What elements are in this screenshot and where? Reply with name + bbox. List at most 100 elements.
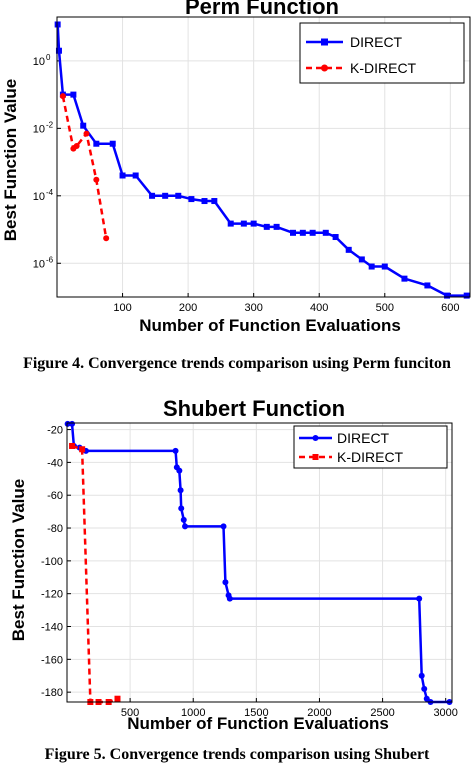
data-point [226, 595, 233, 602]
legend-box [299, 22, 465, 84]
x-tick-label: 2000 [307, 707, 331, 719]
data-point [162, 192, 169, 199]
y-tick-exponent: -6 [46, 255, 54, 264]
data-point [418, 672, 425, 679]
data-point [322, 229, 329, 236]
y-tick-label: 10 [33, 258, 45, 270]
legend-marker-kdirect [321, 64, 328, 72]
legend: DIRECT K-DIRECT [293, 425, 448, 469]
data-point [273, 223, 280, 230]
data-point [93, 176, 100, 183]
y-tick-label: 10 [33, 191, 45, 203]
x-tick-label: 600 [441, 302, 459, 314]
shubert-function-chart: Shubert Function -20 -40 -60 -80 -100 -120 -14… [9, 396, 458, 733]
x-tick-label: 500 [121, 707, 139, 719]
x-axis-label: Number of Function Evaluations [127, 714, 389, 733]
data-point [290, 229, 296, 236]
legend-box [293, 425, 448, 469]
data-point [175, 192, 182, 199]
data-point [182, 523, 189, 530]
x-tick-label: 500 [376, 302, 394, 314]
y-tick-label: -120 [41, 589, 63, 601]
x-tick-label: 300 [244, 302, 262, 314]
data-point [211, 198, 218, 205]
legend-label-kdirect: K-DIRECT [337, 449, 404, 465]
x-tick-label: 3000 [433, 707, 457, 719]
plot-frame [56, 16, 471, 298]
data-point [132, 172, 139, 179]
data-point [73, 142, 80, 149]
y-tick-label: 10 [33, 123, 45, 135]
data-point [220, 523, 227, 530]
chart-title: Perm Function [185, 0, 339, 19]
y-tick-label: -20 [47, 425, 63, 437]
y-axis-label: Best Function Value [1, 79, 20, 241]
x-tick-label: 1500 [244, 707, 268, 719]
legend-label-direct: DIRECT [337, 430, 390, 446]
y-axis-label: Best Function Value [9, 479, 28, 641]
y-tick-label: -60 [47, 490, 63, 502]
data-point [119, 172, 126, 179]
data-point [103, 235, 110, 242]
figure-4-caption: Figure 4. Convergence trends comparison … [23, 355, 451, 372]
x-tick-label: 1000 [181, 707, 205, 719]
series-line-k-direct [61, 95, 108, 239]
y-tick-exponent: -4 [46, 188, 54, 197]
data-point [176, 467, 183, 474]
data-point [172, 447, 179, 454]
legend-marker-direct [312, 435, 319, 441]
plot-frame [66, 422, 453, 703]
y-tick-label: -100 [41, 556, 63, 568]
data-point [114, 695, 121, 702]
data-point [59, 93, 66, 100]
data-point [177, 487, 184, 494]
x-tick-label: 200 [179, 302, 197, 314]
data-point [93, 140, 100, 147]
x-tick-labels: 500 1000 1500 2000 2500 3000 [121, 707, 458, 719]
x-tick-labels: 100 200 300 400 500 600 [113, 302, 459, 314]
data-point [332, 234, 339, 241]
x-tick-label: 400 [310, 302, 328, 314]
data-point [250, 220, 257, 227]
series-line-k-direct [71, 444, 118, 704]
data-point [69, 442, 76, 449]
y-tick-label: -80 [47, 523, 63, 535]
data-point [69, 420, 76, 427]
legend-label-direct: DIRECT [350, 34, 403, 50]
data-point [444, 292, 451, 299]
series-group [54, 21, 470, 299]
data-point [222, 579, 229, 586]
data-point [421, 685, 428, 692]
data-point [80, 122, 87, 129]
data-point [188, 196, 195, 203]
data-point [109, 140, 116, 147]
data-point [70, 91, 77, 98]
legend: DIRECT K-DIRECT [299, 22, 465, 84]
chart-title: Shubert Function [163, 396, 345, 421]
legend-marker-direct [321, 38, 328, 46]
y-tick-label: 10 [33, 56, 45, 68]
data-point [358, 256, 365, 263]
y-tick-label: -40 [47, 457, 63, 469]
data-point [416, 595, 423, 602]
data-point [64, 420, 71, 427]
data-point [201, 198, 208, 205]
legend-marker-kdirect [312, 454, 319, 460]
x-tick-label: 100 [113, 302, 131, 314]
data-point [227, 220, 234, 227]
data-point [263, 223, 270, 230]
data-point [299, 229, 306, 236]
y-tick-label: -140 [41, 622, 63, 634]
data-point [240, 220, 247, 227]
x-axis-label: Number of Function Evaluations [139, 316, 401, 335]
y-tick-exponent: 0 [46, 53, 51, 62]
x-tick-label: 2500 [370, 707, 394, 719]
y-tick-exponent: -2 [46, 120, 54, 129]
data-point [463, 292, 470, 299]
legend-label-kdirect: K-DIRECT [350, 60, 417, 76]
data-point [180, 516, 187, 523]
data-point [79, 446, 86, 453]
data-point [149, 192, 156, 199]
